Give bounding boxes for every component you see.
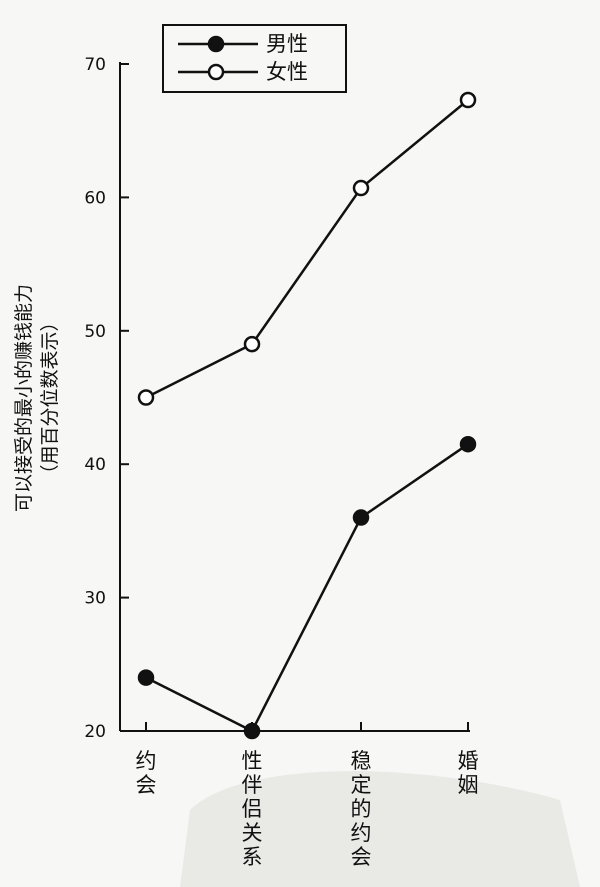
legend-label: 女性 <box>266 60 308 84</box>
data-point <box>243 335 261 353</box>
data-point <box>459 91 477 109</box>
axes <box>119 62 470 732</box>
y-axis-label-group: 可以接受的最小的赚钱能力 （用百分位数表示） <box>13 284 61 512</box>
data-point <box>243 722 261 740</box>
watermark-shape <box>180 771 580 887</box>
y-tick-label: 30 <box>84 589 106 609</box>
y-tick-label: 40 <box>84 455 106 475</box>
x-ticks: 约会 性伴侣关系 稳定的约会 婚姻 <box>136 722 479 869</box>
data-point <box>459 435 477 453</box>
data-point <box>352 179 370 197</box>
legend-marker <box>207 35 225 53</box>
x-category-label: 稳定的约会 <box>351 749 372 869</box>
x-category-label: 性伴侣关系 <box>242 749 263 869</box>
series-group <box>137 91 477 740</box>
data-point <box>137 389 155 406</box>
y-axis-label-line1: 可以接受的最小的赚钱能力 <box>13 284 35 512</box>
series-line-1 <box>145 99 469 399</box>
legend-label: 男性 <box>266 32 308 56</box>
x-category-label: 约会 <box>136 749 157 797</box>
x-category-label: 婚姻 <box>458 749 479 797</box>
y-ticks: 20 30 40 50 60 70 <box>84 55 129 742</box>
legend-marker <box>207 63 225 81</box>
data-point <box>137 669 155 686</box>
y-tick-label: 60 <box>84 188 106 208</box>
y-tick-label: 70 <box>84 55 106 75</box>
y-tick-label: 50 <box>84 322 106 342</box>
legend-box <box>162 24 347 93</box>
data-point <box>352 509 370 526</box>
y-tick-label: 20 <box>84 722 106 742</box>
series-line-0 <box>145 443 469 733</box>
y-axis-label-line2: （用百分位数表示） <box>39 312 61 483</box>
